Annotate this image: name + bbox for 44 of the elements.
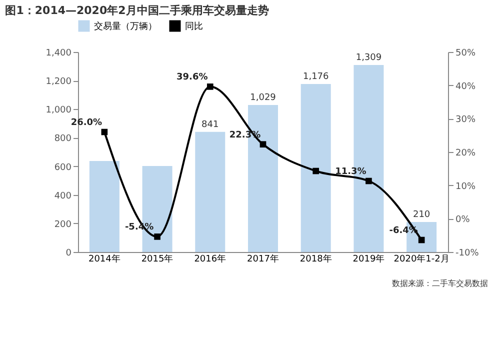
point xyxy=(101,128,108,136)
x-tick-label: 2016年 xyxy=(194,254,226,264)
data-label: 1,309 xyxy=(356,53,382,63)
y2-tick-label: 10% xyxy=(456,182,476,192)
bar xyxy=(300,84,331,252)
y-tick-label: 800 xyxy=(54,134,72,144)
y-tick-label: 1,400 xyxy=(46,48,72,58)
data-label: 841 xyxy=(202,120,219,130)
y2-tick-label: 0% xyxy=(456,215,470,226)
source-note: 数据来源：二手车交易数据 xyxy=(392,279,488,288)
legend-label: 交易量（万辆） xyxy=(94,21,157,32)
data-label: 11.3% xyxy=(335,167,366,177)
y2-tick-label: -10% xyxy=(456,248,480,258)
x-tick-label: 2017年 xyxy=(247,254,279,264)
point xyxy=(418,236,425,244)
point xyxy=(206,84,214,90)
data-label: 26.0% xyxy=(70,118,102,128)
y2-tick-label: 50% xyxy=(456,48,476,58)
data-label: 1,176 xyxy=(302,72,330,82)
y-tick-label: 1,200 xyxy=(46,77,72,88)
x-tick-label: 2018年 xyxy=(300,254,332,264)
chart-title: 图1：2014—2020年2月中国二手乘用车交易量走势 xyxy=(5,4,269,17)
y-tick-label: 400 xyxy=(54,191,72,202)
data-label: 1,029 xyxy=(250,93,276,103)
x-tick-label: 2014年 xyxy=(88,254,120,264)
y-tick-label: 0 xyxy=(66,248,72,258)
y-tick-label: 1,000 xyxy=(46,106,72,116)
bar xyxy=(195,132,226,252)
x-tick-label: 2019年 xyxy=(352,254,385,264)
point xyxy=(312,168,320,174)
bar xyxy=(89,161,120,252)
y2-tick-label: 20% xyxy=(456,148,476,158)
data-label: 210 xyxy=(412,210,430,220)
point xyxy=(260,141,266,148)
point xyxy=(366,178,372,184)
y2-tick-label: 30% xyxy=(456,115,476,126)
y-tick-label: 600 xyxy=(54,162,72,173)
x-tick-label: 2020年1-2月 xyxy=(394,254,450,264)
x-tick-label: 2015年 xyxy=(141,254,174,264)
y-tick-label: 200 xyxy=(54,220,72,230)
point xyxy=(154,234,160,240)
y2-tick-label: 40% xyxy=(456,82,476,92)
legend-label: 同比 xyxy=(185,21,203,32)
data-label: 39.6% xyxy=(176,72,208,83)
